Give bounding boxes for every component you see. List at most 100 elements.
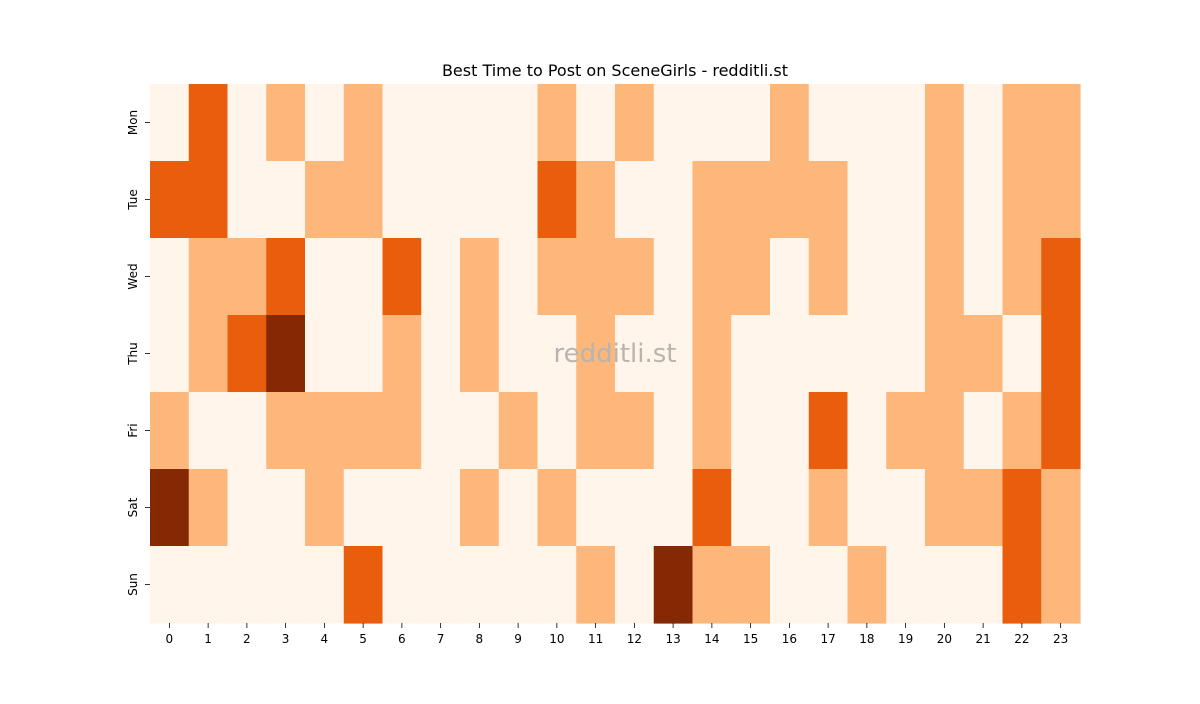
heatmap-cell <box>537 238 577 316</box>
heatmap-cell <box>653 238 694 316</box>
y-tick-label: Mon <box>126 110 140 135</box>
heatmap-cell <box>150 161 190 239</box>
heatmap-cell <box>460 392 500 470</box>
heatmap-cell <box>188 161 229 239</box>
heatmap-cell <box>808 315 849 393</box>
heatmap-cell <box>808 546 849 624</box>
heatmap-cell <box>266 161 306 239</box>
heatmap-cell <box>1002 161 1042 239</box>
heatmap-cell <box>421 315 461 393</box>
heatmap-cell <box>692 161 732 239</box>
heatmap-cell <box>770 238 810 316</box>
heatmap-cell <box>227 84 267 162</box>
heatmap-cell <box>1002 84 1042 162</box>
heatmap-cell <box>266 546 306 624</box>
heatmap-cell <box>227 238 267 316</box>
y-tick-label: Thu <box>126 342 140 366</box>
heatmap-cell <box>770 161 810 239</box>
heatmap-cell <box>537 546 577 624</box>
heatmap-cell <box>1041 392 1081 470</box>
heatmap-cell <box>963 315 1004 393</box>
heatmap-cell <box>886 392 926 470</box>
heatmap-cell <box>537 84 577 162</box>
x-tick-label: 14 <box>704 632 719 646</box>
heatmap-cell <box>653 546 694 624</box>
heatmap-cell <box>925 161 965 239</box>
x-tick-label: 0 <box>166 632 174 646</box>
heatmap-cell <box>343 315 384 393</box>
x-tick-label: 16 <box>782 632 797 646</box>
y-axis-ticks: Mon Tue Wed Thu Fri Sat Sun <box>126 110 150 596</box>
x-tick-label: 4 <box>321 632 329 646</box>
heatmap-cell <box>963 546 1004 624</box>
heatmap-cell <box>847 546 887 624</box>
heatmap-cell <box>188 469 229 547</box>
heatmap-cell <box>421 469 461 547</box>
heatmap-cell <box>692 546 732 624</box>
heatmap-cell <box>692 392 732 470</box>
heatmap-cell <box>963 392 1004 470</box>
heatmap-cell <box>460 469 500 547</box>
x-tick-label: 1 <box>204 632 212 646</box>
heatmap-cell <box>731 84 771 162</box>
x-tick-label: 22 <box>1014 632 1029 646</box>
heatmap-cell <box>731 392 771 470</box>
heatmap-cell <box>925 469 965 547</box>
x-tick-label: 6 <box>398 632 406 646</box>
heatmap-cell <box>615 84 655 162</box>
y-tick-label: Sun <box>126 573 140 596</box>
watermark: redditli.st <box>554 339 677 369</box>
y-tick-label: Wed <box>126 263 140 289</box>
heatmap-cell <box>188 315 229 393</box>
heatmap-cell <box>498 238 539 316</box>
heatmap-cell <box>1002 469 1042 547</box>
heatmap-cell <box>963 84 1004 162</box>
heatmap-cell <box>847 392 887 470</box>
x-tick-label: 10 <box>549 632 564 646</box>
heatmap-cell <box>1041 546 1081 624</box>
heatmap-cell <box>886 315 926 393</box>
heatmap-cell <box>1002 315 1042 393</box>
heatmap-cell <box>266 238 306 316</box>
x-tick-label: 21 <box>975 632 990 646</box>
heatmap-cell <box>498 469 539 547</box>
heatmap-cell <box>653 161 694 239</box>
heatmap-cell <box>731 238 771 316</box>
heatmap-cell <box>343 392 384 470</box>
heatmap-cell <box>886 546 926 624</box>
heatmap-cell <box>460 161 500 239</box>
heatmap-cell <box>305 84 345 162</box>
heatmap-cell <box>576 238 616 316</box>
heatmap-cell <box>770 84 810 162</box>
heatmap-cell <box>498 546 539 624</box>
heatmap-cell <box>382 315 422 393</box>
x-tick-label: 7 <box>437 632 445 646</box>
heatmap-cell <box>343 84 384 162</box>
heatmap-cell <box>886 469 926 547</box>
heatmap-cell <box>731 315 771 393</box>
heatmap-cell <box>382 84 422 162</box>
y-tick-label: Sat <box>126 497 140 517</box>
heatmap-cell <box>847 469 887 547</box>
heatmap-cell <box>731 469 771 547</box>
heatmap-cell <box>576 392 616 470</box>
heatmap-cell <box>731 546 771 624</box>
heatmap-cell <box>343 546 384 624</box>
x-tick-label: 17 <box>820 632 835 646</box>
heatmap-cell <box>1041 315 1081 393</box>
heatmap-cell <box>227 546 267 624</box>
heatmap-cell <box>925 546 965 624</box>
x-axis-ticks: 0 1 2 3 4 5 6 7 8 9 10 11 12 13 14 15 16 17 18 19 20 21 22 23 <box>166 623 1068 646</box>
heatmap-cell <box>1002 546 1042 624</box>
heatmap-cell <box>847 315 887 393</box>
heatmap-cell <box>1041 238 1081 316</box>
heatmap-cell <box>925 392 965 470</box>
heatmap-cell <box>615 469 655 547</box>
heatmap-cell <box>382 469 422 547</box>
heatmap-cell <box>305 392 345 470</box>
x-tick-label: 18 <box>859 632 874 646</box>
heatmap-cell <box>770 469 810 547</box>
heatmap-cell <box>382 238 422 316</box>
heatmap-cell <box>498 315 539 393</box>
